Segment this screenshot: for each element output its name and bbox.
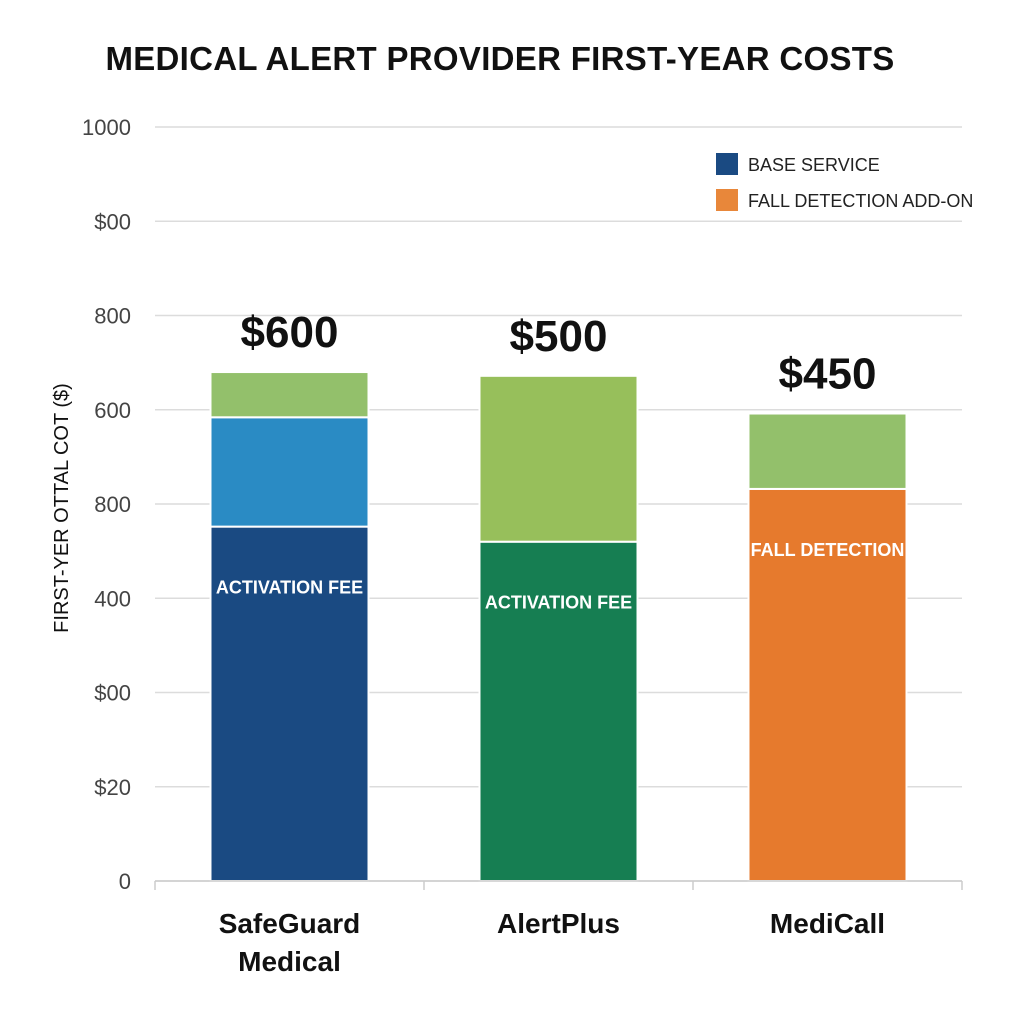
bar-segment: [478, 540, 639, 882]
legend-label: BASE SERVICE: [748, 155, 880, 175]
y-axis-ticks: 0 $20 $00 400 800 600 800 $00 1000: [82, 115, 131, 894]
y-tick-label: $00: [94, 681, 131, 706]
bar-segment: [478, 374, 639, 543]
y-tick-label: 400: [94, 586, 131, 611]
y-tick-label: 600: [94, 398, 131, 423]
bar-segment: [209, 416, 370, 528]
segment-label: ACTIVATION FEE: [216, 578, 363, 598]
bar-segment: [209, 371, 370, 419]
y-tick-label: 800: [94, 304, 131, 329]
x-category-label: Medical: [238, 946, 341, 977]
y-tick-label: $20: [94, 775, 131, 800]
x-axis: [154, 880, 963, 890]
bar-segment: [209, 525, 370, 882]
y-tick-label: 1000: [82, 115, 131, 140]
x-category-label: MediCall: [770, 908, 885, 939]
legend-swatch: [716, 189, 738, 211]
x-category-label: SafeGuard: [219, 908, 361, 939]
y-axis-label: FIRST-YER OTTAL COT ($): [51, 383, 73, 633]
y-tick-label: 0: [119, 869, 131, 894]
chart-title: MEDICAL ALERT PROVIDER FIRST-YEAR COSTS: [105, 40, 895, 77]
y-tick-label: 800: [94, 492, 131, 517]
bar-total-label: $500: [510, 312, 608, 361]
y-tick-label: $00: [94, 209, 131, 234]
legend: BASE SERVICE FALL DETECTION ADD-ON: [716, 153, 973, 211]
x-category-label: AlertPlus: [497, 908, 620, 939]
bar-total-label: $600: [241, 308, 339, 357]
segment-label: FALL DETECTION: [751, 540, 905, 560]
labels: FIRST-YER OTTAL COT ($) ACTIVATION FEE $60…: [51, 308, 904, 977]
legend-swatch: [716, 153, 738, 175]
segment-label: ACTIVATION FEE: [485, 593, 632, 613]
bar-total-label: $450: [779, 350, 877, 399]
bar-segment: [747, 412, 908, 490]
bars: [209, 371, 908, 882]
legend-label: FALL DETECTION ADD-ON: [748, 191, 973, 211]
